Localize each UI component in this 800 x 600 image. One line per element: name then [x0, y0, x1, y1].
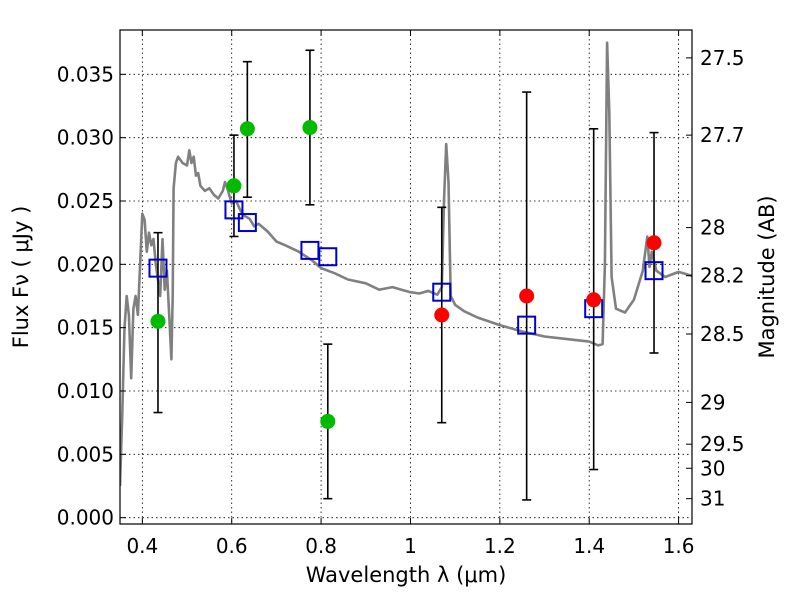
plot-frame	[119, 29, 693, 525]
x-tick-label: 0.4	[126, 534, 158, 558]
x-tick-label: 0.6	[216, 534, 248, 558]
mag-tick-label: 29.5	[700, 432, 745, 456]
x-axis-label: Wavelength λ (μm)	[306, 563, 507, 587]
model-square-point	[237, 213, 257, 233]
x-tick-label: 1	[404, 534, 417, 558]
model-square-point	[224, 200, 244, 220]
mag-tick-label: 28.2	[700, 264, 745, 288]
y-axis-label: Flux Fν ( μJy )	[9, 206, 33, 349]
red-data-point	[434, 307, 450, 323]
mag-tick-label: 27.5	[700, 46, 745, 70]
green-data-point	[226, 178, 242, 194]
model-square-point	[432, 282, 452, 302]
y-tick-label: 0.010	[57, 379, 114, 403]
green-data-point	[150, 313, 166, 329]
y-tick-label: 0.035	[57, 62, 114, 86]
y-tick-label: 0.005	[57, 442, 114, 466]
x-tick-label: 0.8	[305, 534, 337, 558]
axis-ticks: 0.4 0.6 0.8 1 1.2 1.4 1.6 0.000 0.005 0.010 0.015 0…	[57, 30, 745, 558]
green-data-point	[239, 121, 255, 137]
x-tick-label: 1.4	[573, 534, 605, 558]
grid-lines	[120, 30, 692, 524]
mag-tick-label: 28	[700, 216, 725, 240]
mag-tick-label: 31	[700, 487, 725, 511]
red-data-point	[586, 292, 602, 308]
plot-area	[120, 41, 692, 501]
mag-tick-label: 29	[700, 390, 725, 414]
model-square-point	[318, 247, 338, 267]
red-data-point	[519, 288, 535, 304]
model-square-point	[517, 315, 537, 335]
mag-tick-label: 28.5	[700, 322, 745, 346]
mag-tick-label: 27.7	[700, 123, 745, 147]
y-tick-label: 0.025	[57, 189, 114, 213]
mag-tick-label: 30	[700, 456, 725, 480]
red-data-point	[646, 235, 662, 251]
y-tick-label: 0.020	[57, 252, 114, 276]
y2-axis-label: Magnitude (AB)	[755, 195, 779, 358]
x-tick-label: 1.2	[484, 534, 516, 558]
y-tick-label: 0.000	[57, 506, 114, 530]
y-tick-label: 0.030	[57, 126, 114, 150]
model-square-point	[644, 261, 664, 281]
model-square-point	[148, 258, 168, 278]
x-tick-label: 1.6	[663, 534, 695, 558]
green-data-point	[320, 413, 336, 429]
green-data-point	[302, 120, 318, 136]
y-tick-label: 0.015	[57, 316, 114, 340]
